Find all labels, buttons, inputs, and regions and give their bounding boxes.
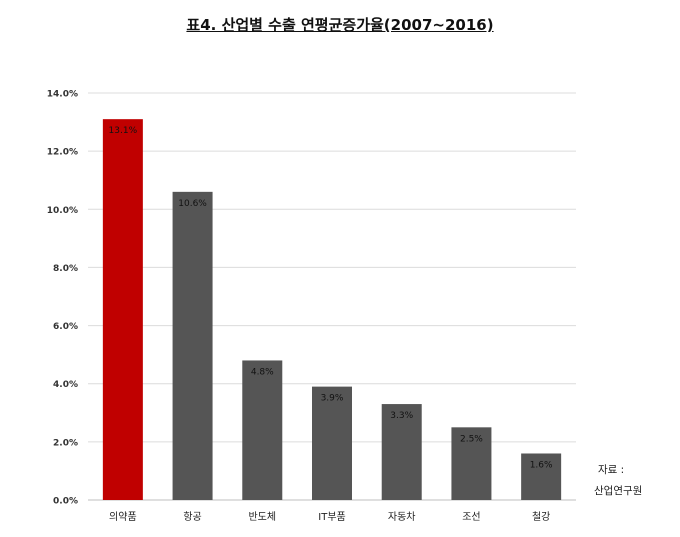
bar-1 bbox=[102, 119, 143, 501]
x-tick-label: 항공 bbox=[183, 511, 201, 523]
y-tick-label: 12.0% bbox=[47, 148, 78, 158]
source-org: 산업연구원 bbox=[594, 485, 643, 497]
x-tick-label: IT부품 bbox=[318, 511, 345, 523]
x-tick-label: 의약품 bbox=[109, 511, 137, 523]
bar-3 bbox=[242, 360, 283, 500]
x-tick-label: 자동차 bbox=[388, 511, 416, 523]
y-tick-label: 6.0% bbox=[53, 322, 78, 332]
data-label: 10.6% bbox=[178, 199, 207, 209]
data-label: 4.8% bbox=[251, 367, 274, 377]
data-labels: 13.1% 10.6% 4.8% 3.9% 3.3% 2.5% 1.6% bbox=[109, 126, 553, 470]
bars bbox=[102, 119, 562, 501]
y-tick-label: 8.0% bbox=[53, 264, 78, 274]
x-axis-ticks: 의약품 항공 반도체 IT부품 자동차 조선 철강 bbox=[109, 511, 550, 523]
data-label: 3.9% bbox=[321, 394, 344, 404]
y-tick-label: 0.0% bbox=[53, 497, 78, 507]
y-tick-label: 4.0% bbox=[53, 380, 78, 390]
data-label: 2.5% bbox=[460, 434, 483, 444]
y-tick-label: 14.0% bbox=[47, 90, 78, 100]
data-label: 13.1% bbox=[109, 126, 138, 136]
data-label: 3.3% bbox=[390, 411, 413, 421]
x-tick-label: 철강 bbox=[532, 511, 550, 523]
bar-4 bbox=[312, 386, 352, 500]
chart-title: 표4. 산업별 수출 연평균증가율(2007~2016) bbox=[186, 16, 494, 34]
x-tick-label: 반도체 bbox=[248, 511, 276, 523]
y-axis-ticks: 0.0% 2.0% 4.0% 6.0% 8.0% 10.0% 12.0% 14.0% bbox=[47, 90, 78, 507]
x-tick-label: 조선 bbox=[462, 511, 480, 523]
y-tick-label: 2.0% bbox=[53, 438, 78, 448]
bar-2 bbox=[172, 191, 213, 501]
bar-5 bbox=[381, 404, 422, 500]
bar-7 bbox=[521, 453, 562, 500]
data-label: 1.6% bbox=[530, 460, 553, 470]
y-tick-label: 10.0% bbox=[47, 206, 78, 216]
source-label: 자료 : bbox=[598, 464, 625, 476]
bar-6 bbox=[451, 427, 492, 500]
